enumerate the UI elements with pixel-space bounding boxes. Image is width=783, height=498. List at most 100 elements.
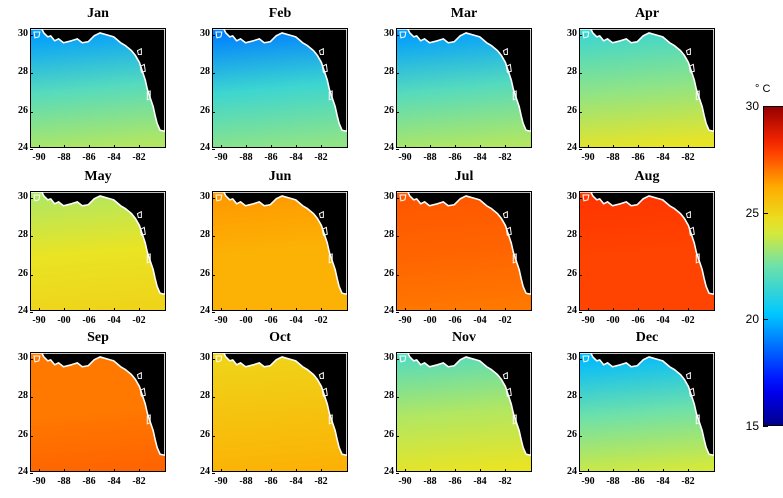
lake-outline (136, 371, 142, 380)
colorbar-label: 20 (745, 312, 759, 327)
colorbar-tick (763, 426, 768, 427)
panel-title: Feb (268, 6, 292, 21)
sst-map-aug (579, 191, 715, 311)
x-tick-label: -82 (314, 476, 328, 487)
lake-outline (502, 210, 508, 219)
x-tick-label: -84 (107, 476, 121, 487)
sst-map-apr (579, 28, 715, 148)
x-tick-mark (613, 145, 614, 148)
lake-outline (695, 253, 700, 264)
x-tick-mark (114, 469, 115, 472)
y-tick-mark (579, 198, 582, 199)
y-tick-label: 30 (18, 352, 28, 363)
y-tick-label: 30 (200, 191, 210, 202)
land-mask (397, 192, 531, 296)
panel-title: May (84, 169, 112, 184)
x-tick-mark (688, 308, 689, 311)
land-mask (213, 353, 347, 457)
sst-map-dec (579, 352, 715, 472)
x-tick-label: -90 (398, 476, 412, 487)
x-tick-mark (480, 145, 481, 148)
y-tick-label: 28 (200, 66, 210, 77)
x-tick-mark (89, 308, 90, 311)
lake-outline (505, 63, 512, 73)
x-tick-mark (588, 145, 589, 148)
land-mask (580, 353, 714, 457)
y-tick-label: 30 (567, 352, 577, 363)
x-tick-mark (221, 469, 222, 472)
y-tick-mark (579, 473, 582, 474)
lake-outline (321, 226, 328, 236)
y-tick-label: 28 (200, 390, 210, 401)
y-tick-label: 24 (18, 466, 28, 477)
x-tick-mark (271, 469, 272, 472)
sst-map-oct (212, 352, 348, 472)
lake-outline (399, 355, 407, 363)
y-tick-mark (212, 436, 215, 437)
y-tick-mark (396, 275, 399, 276)
y-tick-mark (30, 149, 33, 150)
panel-title: Apr (634, 6, 660, 21)
y-tick-label: 26 (18, 105, 28, 116)
x-tick-label: -88 (57, 152, 71, 163)
x-tick-mark (296, 308, 297, 311)
x-tick-mark (663, 469, 664, 472)
lake-outline (146, 90, 151, 101)
y-tick-label: 30 (384, 28, 394, 39)
x-tick-label: -82 (132, 476, 146, 487)
y-tick-label: 30 (384, 191, 394, 202)
sst-map-jan (30, 28, 166, 148)
x-tick-mark (430, 308, 431, 311)
x-tick-label: -86 (264, 476, 278, 487)
y-tick-label: 28 (18, 66, 28, 77)
land-mask (31, 29, 165, 133)
x-tick-mark (221, 308, 222, 311)
y-tick-mark (30, 359, 33, 360)
land-mask (397, 29, 531, 133)
x-tick-label: -82 (314, 152, 328, 163)
x-tick-label: -86 (448, 476, 462, 487)
y-tick-label: 24 (384, 142, 394, 153)
y-tick-mark (212, 275, 215, 276)
lake-outline (139, 387, 146, 397)
x-tick-label: -02 (132, 315, 146, 326)
lake-outline (318, 47, 324, 56)
y-tick-mark (396, 35, 399, 36)
y-tick-mark (212, 73, 215, 74)
x-tick-label: -86 (82, 152, 96, 163)
panel-title: Dec (635, 330, 659, 345)
x-tick-label: -06 (448, 315, 462, 326)
y-tick-label: 24 (567, 142, 577, 153)
lake-outline (328, 253, 333, 264)
colorbar-tick (763, 106, 768, 107)
x-tick-label: -82 (498, 476, 512, 487)
panel-title: Sep (87, 330, 109, 345)
x-tick-label: -04 (289, 315, 303, 326)
x-tick-mark (64, 145, 65, 148)
x-tick-mark (114, 308, 115, 311)
y-tick-mark (212, 359, 215, 360)
x-tick-label: -86 (82, 476, 96, 487)
land-mask (31, 353, 165, 457)
x-tick-label: -86 (264, 152, 278, 163)
x-tick-label: -82 (681, 152, 695, 163)
x-tick-label: -00 (57, 315, 71, 326)
x-tick-mark (89, 469, 90, 472)
y-tick-mark (212, 236, 215, 237)
y-tick-mark (579, 73, 582, 74)
y-tick-label: 26 (200, 429, 210, 440)
sst-map-nov (396, 352, 532, 472)
x-tick-mark (39, 145, 40, 148)
colorbar: ° C 30 25 20 15 (735, 80, 783, 440)
lake-outline (215, 194, 223, 202)
x-tick-label: -04 (107, 315, 121, 326)
x-tick-label: -00 (423, 315, 437, 326)
y-tick-mark (579, 436, 582, 437)
y-tick-mark (396, 112, 399, 113)
y-tick-mark (30, 198, 33, 199)
x-tick-mark (405, 469, 406, 472)
x-tick-label: -06 (631, 315, 645, 326)
lake-outline (146, 414, 151, 425)
panel-title: Aug (634, 169, 660, 184)
